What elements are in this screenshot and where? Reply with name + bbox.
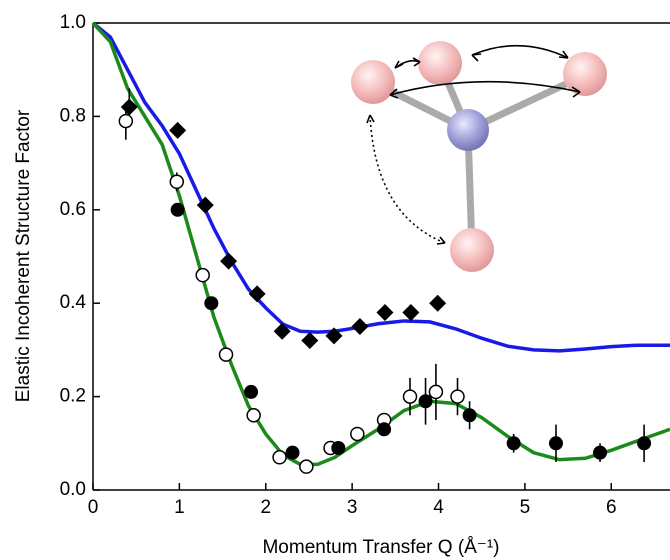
x-tick-label: 5 (520, 497, 531, 518)
y-tick-label: 0.8 (60, 105, 86, 126)
y-tick-label: 0.6 (60, 199, 86, 220)
data-point (196, 196, 214, 214)
x-axis-label: Momentum Transfer Q (Å⁻¹) (262, 537, 499, 558)
data-point (204, 296, 219, 311)
data-point (418, 394, 433, 409)
data-point (285, 445, 300, 460)
y-tick-label: 0.0 (60, 479, 86, 500)
data-point (402, 389, 418, 404)
data-point (429, 294, 447, 312)
model-curve (91, 21, 670, 353)
y-tick-label: 0.2 (60, 386, 86, 407)
data-point (248, 285, 266, 303)
data-point (325, 327, 343, 345)
data-point (170, 202, 185, 217)
data-point (376, 304, 394, 322)
data-point (195, 267, 210, 283)
data-point (402, 304, 420, 322)
data-point (450, 389, 465, 404)
y-tick-label: 0.4 (60, 292, 87, 313)
x-tick-label: 6 (606, 497, 617, 518)
data-point (350, 426, 365, 442)
y-axis-label: Elastic Incoherent Structure Factor (13, 109, 34, 402)
data-point (246, 408, 261, 423)
data-point (506, 436, 521, 451)
data-point (377, 422, 392, 437)
data-point (272, 450, 287, 465)
data-point (118, 113, 134, 129)
model-curve (91, 21, 670, 467)
data-point (593, 445, 608, 460)
x-tick-label: 1 (174, 497, 185, 518)
x-tick-label: 4 (433, 497, 444, 518)
data-point (462, 408, 477, 423)
data-point (351, 318, 369, 336)
data-point (301, 332, 319, 350)
data-point (428, 384, 444, 400)
data-point (169, 121, 187, 139)
x-tick-label: 2 (260, 497, 271, 518)
data-point (218, 347, 234, 362)
data-point (548, 436, 563, 451)
data-point (169, 174, 185, 190)
x-tick-label: 0 (88, 497, 99, 518)
y-tick-label: 1.0 (60, 12, 86, 33)
data-point (299, 459, 314, 474)
molecule-inset (351, 41, 607, 272)
data-point (637, 436, 652, 451)
data-point (244, 384, 259, 399)
x-tick-label: 3 (347, 497, 358, 518)
data-point (273, 322, 291, 340)
data-point (220, 252, 238, 270)
data-point (331, 440, 346, 455)
